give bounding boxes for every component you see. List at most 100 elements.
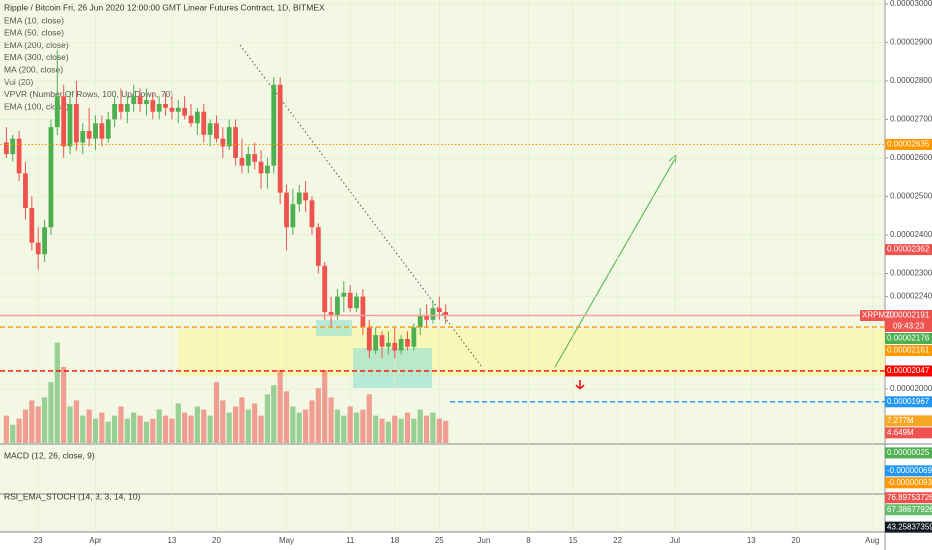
- volume-bar: [41, 397, 48, 443]
- volume-bar: [423, 415, 430, 443]
- candle-body: [290, 204, 296, 228]
- candle-body: [341, 292, 347, 297]
- volume-bar: [10, 424, 16, 443]
- price-label: 0.00002362: [887, 245, 930, 254]
- volume-bar: [430, 412, 436, 443]
- candle-body: [220, 138, 226, 147]
- plot-background: [0, 0, 885, 550]
- volume-bar: [379, 418, 385, 443]
- price-label-box: [885, 309, 932, 332]
- candle-body: [405, 338, 410, 347]
- volume-bar: [156, 409, 162, 443]
- volume-bar: [264, 394, 271, 443]
- candle-body: [347, 292, 353, 309]
- price-label-box: [885, 427, 932, 439]
- candle-body: [42, 227, 47, 255]
- volume-bar: [220, 400, 226, 443]
- candle-body: [144, 100, 149, 105]
- candle-body: [398, 338, 404, 351]
- rsi-title: RSI_EMA_STOCH (14, 3, 3, 14, 10): [4, 491, 141, 501]
- price-label: 0.00002635: [887, 140, 930, 149]
- arrow-line: [554, 156, 677, 368]
- price-label: 0.00002161: [887, 346, 930, 355]
- volume-bar: [239, 397, 245, 443]
- price-label: 7.277M: [887, 416, 914, 425]
- candle-body: [360, 296, 366, 328]
- price-label: 76.89753726: [887, 493, 932, 502]
- x-tick-label: Aug: [865, 536, 879, 545]
- indicator-label: EMA (10, close): [4, 15, 64, 25]
- volume-bar: [366, 394, 372, 443]
- price-label-box: [885, 365, 932, 377]
- price-label: 43.25837359: [887, 522, 932, 531]
- volume-bar: [353, 412, 360, 443]
- volume-bar: [73, 400, 80, 443]
- price-label-box: [885, 477, 932, 489]
- volume-bar: [417, 409, 423, 443]
- price-label-box: [885, 344, 932, 356]
- candle-body: [99, 123, 105, 139]
- indicator-label: EMA (50, close): [4, 28, 64, 38]
- volume-bar: [175, 403, 181, 443]
- volume-bar: [341, 415, 347, 443]
- candle-body: [163, 104, 168, 108]
- candle-body: [385, 342, 391, 347]
- volume-bar: [232, 406, 239, 443]
- volume-bar: [61, 366, 67, 443]
- candle-body: [265, 165, 270, 174]
- volume-bar: [80, 415, 86, 443]
- y-tick-label: 0.00002900: [890, 37, 932, 46]
- volume-bar: [143, 421, 150, 443]
- candle-body: [252, 154, 258, 162]
- candle-body: [10, 138, 16, 155]
- candle-body: [194, 111, 200, 124]
- volume-bar: [118, 406, 124, 443]
- candle-body: [137, 96, 143, 105]
- candle-body: [430, 308, 436, 320]
- x-tick-label: 8: [526, 536, 531, 545]
- candle-body: [328, 312, 334, 316]
- indicator-label: EMA (300, close): [4, 52, 69, 62]
- candle-body: [86, 130, 92, 139]
- x-tick-label: 22: [613, 536, 622, 545]
- x-tick-label: 15: [569, 536, 578, 545]
- x-tick-label: 13: [167, 536, 176, 545]
- candle-body: [436, 308, 442, 313]
- countdown: 09:43:23: [893, 322, 925, 331]
- price-label-box: [885, 492, 932, 504]
- candle-body: [443, 312, 449, 316]
- volume-bar: [3, 415, 9, 443]
- price-label: -0.00000069: [887, 466, 932, 475]
- volume-bar: [112, 415, 118, 443]
- price-label-box: [885, 465, 932, 477]
- candle-body: [322, 265, 328, 313]
- volume-bar: [207, 415, 213, 443]
- volume-bar: [124, 418, 130, 443]
- volume-bar: [188, 415, 194, 443]
- volume-bar: [213, 382, 220, 443]
- candle-body: [112, 104, 118, 120]
- candle-body: [175, 107, 181, 112]
- candle-body: [182, 107, 188, 116]
- candle-body: [74, 104, 79, 143]
- candle-body: [226, 127, 232, 147]
- candle-body: [131, 96, 137, 105]
- y-tick-label: 0.00002240: [890, 292, 932, 301]
- candle-body: [201, 111, 207, 135]
- volume-bar: [194, 406, 200, 443]
- candle-body: [245, 154, 251, 166]
- volume-bar: [258, 415, 264, 443]
- volume-bar: [105, 421, 111, 443]
- volume-bar: [226, 412, 232, 443]
- y-tick-label: 0.00002000: [890, 384, 932, 393]
- volume-bar: [92, 418, 99, 443]
- candle-body: [188, 115, 194, 124]
- volume-bar: [245, 409, 251, 443]
- candle-body: [80, 130, 86, 143]
- candle-body: [315, 227, 321, 266]
- candle-body: [284, 192, 289, 228]
- symbol-label-box: [860, 309, 885, 321]
- price-label: 4.649M: [887, 428, 914, 437]
- volume-bar: [296, 412, 302, 443]
- candle-body: [150, 100, 156, 112]
